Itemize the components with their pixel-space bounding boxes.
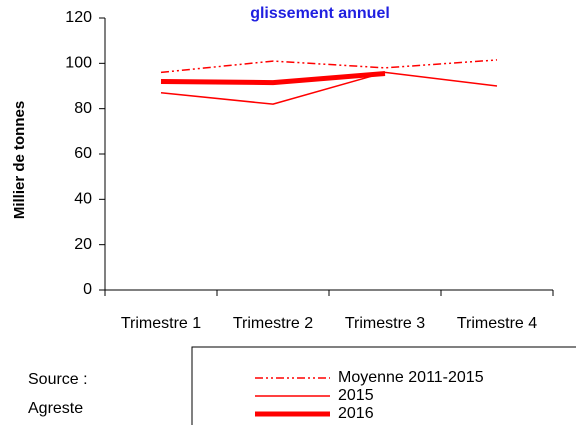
- line-series: [160, 59, 498, 74]
- x-tick-label: Trimestre 4: [457, 315, 537, 332]
- legend-label: 2016: [338, 405, 374, 422]
- y-tick-label: 40: [74, 191, 92, 208]
- y-tick-label: 100: [65, 55, 92, 72]
- x-tick-label: Trimestre 2: [233, 315, 313, 332]
- x-tick-label: Trimestre 3: [345, 315, 425, 332]
- y-tick-label: 80: [74, 100, 92, 117]
- y-tick-label: 120: [65, 9, 92, 26]
- chart-title: glissement annuel: [250, 5, 390, 22]
- source-label: Agreste: [28, 400, 83, 417]
- legend-label: 2015: [338, 387, 374, 404]
- legend-label: Moyenne 2011-2015: [338, 369, 484, 386]
- line-series: [160, 71, 498, 105]
- legend-box: [191, 346, 576, 425]
- line-series: [160, 71, 386, 86]
- source-label: Source :: [28, 371, 88, 388]
- y-tick-label: 0: [83, 281, 92, 298]
- y-axis-label: Millier de tonnes: [11, 101, 28, 219]
- y-tick-label: 60: [74, 145, 92, 162]
- y-tick-label: 20: [74, 236, 92, 253]
- x-tick-label: Trimestre 1: [121, 315, 201, 332]
